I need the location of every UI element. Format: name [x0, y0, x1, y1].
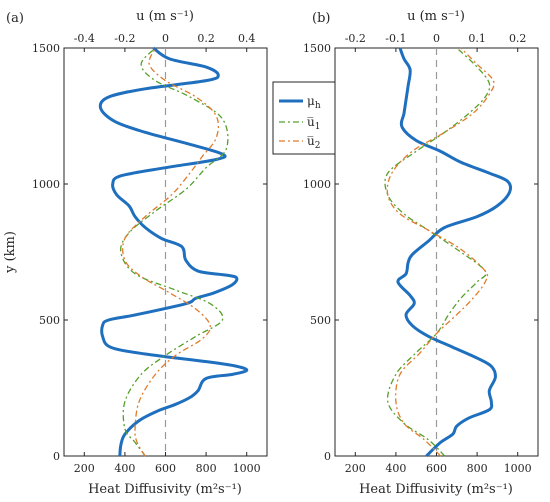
panel-a-xtick-top-label: -0.4	[74, 32, 95, 45]
legend-entry-u1: u̅1	[279, 115, 320, 132]
panel-a-ytick-label: 1000	[32, 178, 60, 191]
panel-b-xtick-bottom-label: 800	[467, 462, 488, 475]
panel-a-ytick-label: 1500	[32, 42, 60, 55]
legend-label-u2: u̅2	[307, 134, 320, 151]
panel-b-top-xlabel: u (m s⁻¹)	[407, 9, 465, 24]
panel-a-xtick-bottom-label: 1000	[233, 462, 261, 475]
panel-a-bottom-xlabel: Heat Diffusivity (m²s⁻¹)	[88, 482, 242, 497]
panel-b-ticks: 0 500 1000 1500 200 400 600 800 1000 -0.2 -0.1 0 0.1…	[303, 32, 538, 475]
panel-a-label: (a)	[6, 11, 24, 26]
panel-a-ytick-label: 500	[39, 314, 60, 327]
panel-a: (a) u (m s⁻¹) Heat Diffusivity (m²s⁻¹) y…	[3, 9, 268, 497]
legend-entry-mu-h: μh	[279, 94, 321, 111]
panel-b-bottom-xlabel: Heat Diffusivity (m²s⁻¹)	[359, 482, 513, 497]
legend-box	[272, 81, 336, 155]
legend-entry-u2: u̅2	[279, 134, 320, 151]
panel-b-series-u2	[386, 47, 495, 457]
legend-label-mu-h: μh	[307, 94, 321, 111]
panel-a-series	[98, 46, 249, 457]
panel-a-xtick-bottom-label: 200	[74, 462, 95, 475]
y-axis-label: y (km)	[3, 231, 18, 274]
panel-a-series-mu-h	[98, 46, 249, 457]
panel-a-xtick-top-label: -0.2	[114, 32, 135, 45]
panel-b-ytick-label: 1500	[303, 42, 331, 55]
panel-a-xtick-bottom-label: 400	[114, 462, 135, 475]
panel-a-ticks: 0 500 1000 1500 200 400 600 800 1000 -0.4 -0.2 0 0.2…	[32, 32, 267, 475]
panel-b-xtick-bottom-label: 200	[345, 462, 366, 475]
panel-b-series-mu-h	[396, 47, 513, 458]
panel-b-xtick-top-label: 0.1	[468, 32, 486, 45]
panel-b-xtick-bottom-label: 1000	[504, 462, 532, 475]
panel-b-xtick-top-label: 0	[433, 32, 440, 45]
legend: μh u̅1 u̅2	[272, 81, 336, 155]
panel-b-series	[384, 47, 513, 458]
panel-a-ytick-label: 0	[53, 450, 60, 463]
panel-a-series-u2	[121, 47, 220, 457]
panel-b: (b) u (m s⁻¹) Heat Diffusivity (m²s⁻¹) 0…	[303, 9, 539, 497]
panel-b-xtick-bottom-label: 600	[426, 462, 447, 475]
legend-label-u1: u̅1	[307, 115, 320, 132]
panel-b-ytick-label: 500	[310, 314, 331, 327]
panel-b-xtick-top-label: -0.1	[385, 32, 406, 45]
panel-a-xtick-bottom-label: 600	[155, 462, 176, 475]
panel-a-xtick-bottom-label: 800	[196, 462, 217, 475]
panel-b-xtick-top-label: 0.2	[509, 32, 527, 45]
panel-b-xtick-bottom-label: 400	[385, 462, 406, 475]
panel-a-xtick-top-label: 0.4	[238, 32, 256, 45]
panel-b-series-u1	[384, 47, 491, 457]
panel-a-top-xlabel: u (m s⁻¹)	[136, 9, 194, 24]
panel-b-label: (b)	[312, 11, 330, 26]
panel-a-xtick-top-label: 0.2	[197, 32, 215, 45]
panel-b-ytick-label: 0	[324, 450, 331, 463]
panel-b-ytick-label: 1000	[303, 178, 331, 191]
panel-b-xtick-top-label: -0.2	[345, 32, 366, 45]
panel-a-xtick-top-label: 0	[162, 32, 169, 45]
